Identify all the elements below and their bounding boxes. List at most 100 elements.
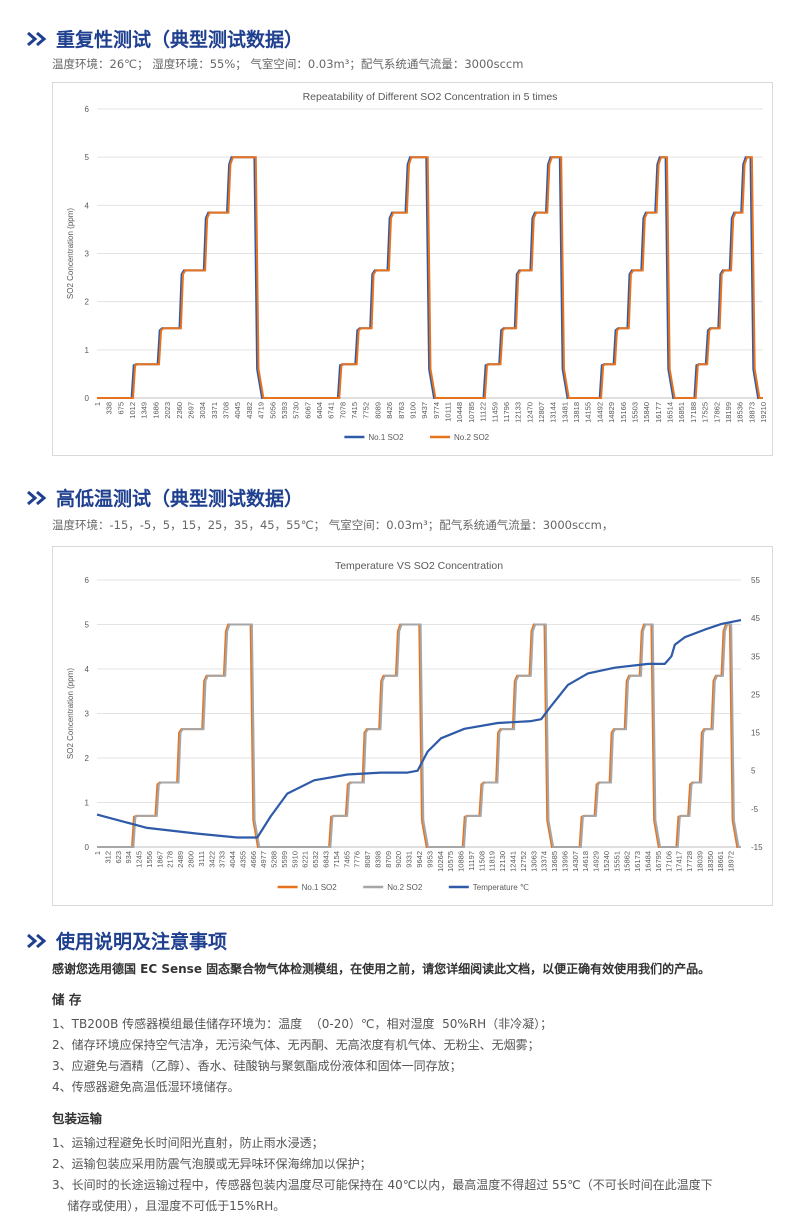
storage-item: 4、传感器避免高温低湿环境储存。: [52, 1080, 240, 1094]
storage-item: 2、储存环境应保持空气洁净，无污染气体、无丙酮、无高浓度有机气体、无粉尘、无烟雾…: [52, 1038, 540, 1052]
x-tick-label: 1: [93, 402, 102, 406]
x-tick-label: 15551: [612, 851, 621, 872]
x-tick-label: 1556: [145, 851, 154, 868]
legend-label: No.1 SO2: [302, 883, 338, 892]
x-tick-label: 675: [116, 402, 125, 415]
x-tick-label: 16851: [677, 402, 686, 423]
chart-title: Temperature VS SO2 Concentration: [335, 560, 503, 572]
x-tick-label: 9331: [405, 851, 414, 868]
x-tick-label: 13063: [529, 851, 538, 872]
double-chevron-icon: [27, 31, 47, 46]
section2-title: 高低温测试（典型测试数据）: [56, 488, 304, 510]
legend-label: Temperature ℃: [473, 883, 529, 892]
x-tick-label: 12807: [537, 402, 546, 423]
x-tick-label: 18039: [695, 851, 704, 872]
series-line-temperature: [96, 619, 742, 839]
x-tick-label: 6404: [315, 402, 324, 419]
x-tick-label: 4719: [257, 402, 266, 419]
section3-header: 使用说明及注意事项: [26, 927, 227, 954]
series-line-2: [97, 156, 763, 399]
x-tick-label: 10111: [444, 402, 453, 422]
x-tick-label: 9774: [432, 402, 441, 419]
x-tick-label: 9953: [425, 851, 434, 868]
y-tick-label: 2: [85, 298, 90, 307]
x-tick-label: 6221: [301, 851, 310, 868]
x-tick-label: 7078: [338, 402, 347, 419]
x-tick-label: 12752: [519, 851, 528, 872]
x-tick-label: 18350: [706, 851, 715, 872]
x-tick-label: 14492: [595, 402, 604, 423]
x-tick-label: 2178: [166, 851, 175, 868]
x-tick-label: 7154: [332, 851, 341, 868]
y-tick-label: 0: [85, 394, 90, 403]
legend-label: No.2 SO2: [387, 883, 423, 892]
x-tick-label: 7415: [350, 402, 359, 419]
x-tick-label: 5056: [268, 402, 277, 419]
y-tick-label: 4: [85, 201, 90, 210]
x-tick-label: 15503: [630, 402, 639, 423]
legend-label: No.2 SO2: [454, 433, 490, 442]
x-tick-label: 4382: [245, 402, 254, 419]
x-tick-label: 12133: [514, 402, 523, 423]
x-tick-label: 13685: [550, 851, 559, 872]
x-tick-label: 3733: [218, 851, 227, 868]
x-tick-label: 11508: [477, 851, 486, 871]
x-tick-label: 1245: [135, 851, 144, 868]
x-tick-label: 18199: [724, 402, 733, 423]
x-tick-label: 3034: [198, 402, 207, 419]
y-tick-label: 1: [85, 346, 90, 355]
x-tick-label: 8089: [373, 402, 382, 419]
x-tick-label: 2800: [186, 851, 195, 868]
x-tick-label: 2489: [176, 851, 185, 868]
y2-tick-label: 45: [751, 614, 760, 623]
x-tick-label: 312: [103, 851, 112, 864]
x-tick-label: 5393: [280, 402, 289, 419]
x-tick-label: 7752: [362, 402, 371, 419]
x-tick-label: 4044: [228, 851, 237, 868]
x-tick-label: 18873: [747, 402, 756, 423]
y-tick-label: 4: [85, 665, 90, 674]
x-tick-label: 6532: [311, 851, 320, 868]
x-tick-label: 14929: [592, 851, 601, 872]
y2-tick-label: 35: [751, 652, 760, 661]
x-tick-label: 15862: [623, 851, 632, 872]
y-tick-label: 6: [85, 576, 90, 585]
transport-item: 2、运输包装应采用防震气泡膜或无异味环保海绵加以保护；: [52, 1157, 372, 1171]
x-tick-label: 1867: [155, 851, 164, 868]
x-tick-label: 7465: [342, 851, 351, 868]
x-tick-label: 8709: [384, 851, 393, 868]
section1-conditions: 温度环境：26℃； 湿度环境：55%； 气室空间：0.03m³；配气系统通气流量…: [52, 57, 524, 71]
y-axis-label: SO2 Concentration (ppm): [66, 668, 75, 759]
x-tick-label: 16484: [644, 851, 653, 872]
x-tick-label: 13996: [560, 851, 569, 872]
x-tick-label: 5288: [270, 851, 279, 868]
x-tick-label: 1686: [151, 402, 160, 419]
x-tick-label: 15840: [642, 402, 651, 423]
x-tick-label: 3708: [222, 402, 231, 419]
x-tick-label: 12441: [508, 851, 517, 872]
temperature-chart: Temperature VS SO2 Concentration 0 1 2 3 4 5 6-…: [52, 546, 773, 906]
intro-text: 感谢您选用德国 EC Sense 固态聚合物气体检测模组，在使用之前，请您详细阅…: [52, 962, 711, 976]
chart-title: Repeatability of Different SO2 Concentra…: [303, 91, 558, 103]
x-tick-label: 13144: [549, 402, 558, 423]
x-tick-label: 10575: [446, 851, 455, 872]
x-tick-label: 1: [93, 851, 102, 855]
section3-title: 使用说明及注意事项: [56, 931, 228, 953]
transport-heading: 包装运输: [52, 1111, 103, 1126]
x-tick-label: 14618: [581, 851, 590, 872]
x-tick-label: 16795: [654, 851, 663, 872]
x-tick-label: 15166: [619, 402, 628, 423]
x-tick-label: 17106: [664, 851, 673, 872]
x-tick-label: 3371: [210, 402, 219, 419]
x-tick-label: 13481: [560, 402, 569, 423]
x-tick-label: 623: [114, 851, 123, 864]
y-tick-label: 0: [85, 843, 90, 852]
x-tick-label: 14829: [607, 402, 616, 423]
transport-item: 3、长间时的长途运输过程中，传感器包装内温度尽可能保持在 40℃以内，最高温度不…: [52, 1178, 713, 1213]
legend-label: No.1 SO2: [368, 433, 404, 442]
x-tick-label: 4045: [233, 402, 242, 419]
x-tick-label: 10264: [436, 851, 445, 872]
repeatability-chart: Repeatability of Different SO2 Concentra…: [52, 82, 773, 456]
y-tick-label: 5: [85, 153, 90, 162]
x-tick-label: 11819: [488, 851, 497, 871]
